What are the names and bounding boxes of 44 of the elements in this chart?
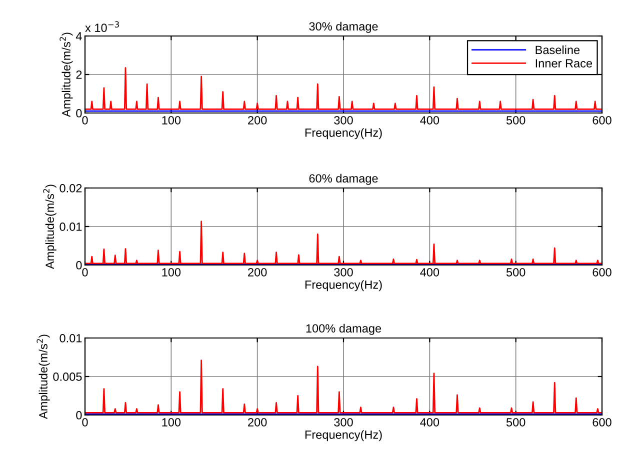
chart-title: 100% damage — [306, 324, 382, 335]
x-tick-label: 500 — [506, 268, 526, 276]
y-tick-label: 0 — [76, 109, 82, 118]
x-tick-label: 600 — [592, 418, 612, 426]
x-tick-label: 400 — [420, 268, 440, 276]
x-tick-label: 200 — [248, 116, 267, 124]
x-tick-label: 200 — [248, 418, 267, 426]
x-tick-label: 100 — [162, 418, 181, 426]
y-tick-label: 0.005 — [53, 372, 82, 381]
line-series — [85, 360, 602, 414]
x-tick-label: 0 — [82, 116, 88, 124]
line-series — [85, 67, 602, 110]
text: x 10$^{−3}$ — [85, 21, 119, 32]
x-tick-label: 400 — [420, 116, 440, 124]
y-axis-title: Amplitude(m/s$^{2}$) — [36, 334, 50, 420]
y-axis-title: Amplitude(m/s$^{2}$) — [60, 32, 73, 118]
y-tick-label: 0.02 — [60, 184, 82, 192]
x-tick-label: 0 — [82, 418, 88, 426]
x-tick-label: 100 — [162, 116, 181, 124]
y-tick-label: 0.01 — [60, 222, 82, 231]
chart-title: 60% damage — [309, 174, 378, 185]
chart-title: 30% damage — [309, 22, 378, 33]
x-tick-label: 300 — [334, 418, 353, 426]
x-tick-label: 600 — [592, 116, 612, 124]
y-tick-label: 0.01 — [60, 334, 82, 342]
x-tick-label: 100 — [162, 268, 181, 276]
x-tick-label: 500 — [506, 116, 526, 124]
y-tick-label: 0 — [76, 261, 82, 270]
y-tick-label: 4 — [76, 32, 82, 40]
x-tick-label: 400 — [420, 418, 440, 426]
x-axis-title: Frequency(Hz) — [305, 430, 382, 442]
x-tick-label: 300 — [334, 268, 353, 276]
y-tick-label: 2 — [76, 70, 82, 79]
x-tick-label: 0 — [82, 268, 88, 276]
x-tick-label: 500 — [506, 418, 526, 426]
x-axis-title: Frequency(Hz) — [305, 280, 382, 292]
x-axis-title: Frequency(Hz) — [305, 128, 382, 140]
x-tick-label: 200 — [248, 268, 267, 276]
y-tick-label: 0 — [76, 411, 82, 420]
x-tick-label: 300 — [334, 116, 353, 124]
y-axis-title: Amplitude(m/s$^{2}$) — [43, 184, 56, 270]
x-tick-label: 600 — [592, 268, 612, 276]
legend-label: Inner Race — [536, 59, 592, 68]
legend-label: Baseline — [536, 45, 580, 54]
